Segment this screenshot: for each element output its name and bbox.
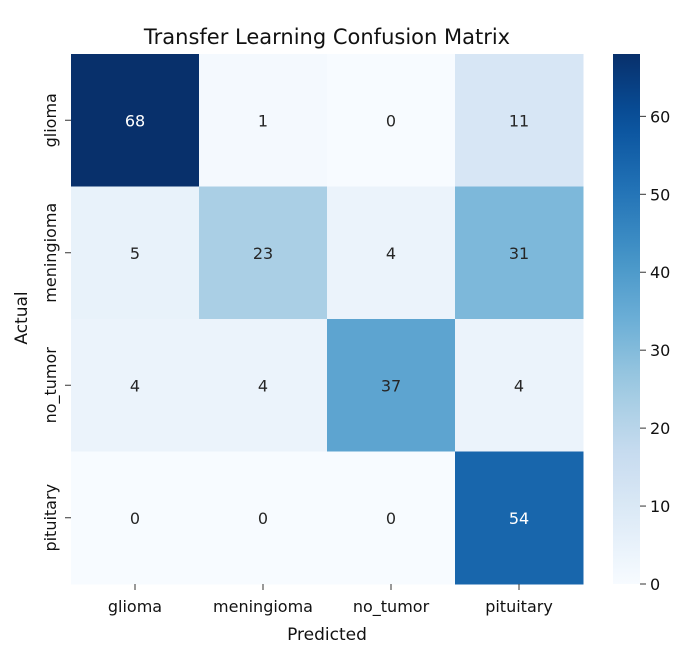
y-tick-label: pituitary [41, 484, 60, 552]
x-tick-label: pituitary [485, 597, 553, 616]
x-axis: glioma meningioma no_tumor pituitary [108, 584, 553, 617]
heatmap-cells [71, 54, 584, 585]
cell-value-label: 5 [130, 244, 140, 263]
heatmap-cell-3-0 [71, 451, 200, 585]
heatmap-cell-0-0 [71, 54, 200, 187]
x-axis-label: Predicted [287, 625, 367, 645]
heatmap-cell-2-0 [71, 319, 200, 452]
cell-value-label: 37 [381, 376, 401, 395]
heatmap-cell-1-3 [455, 186, 584, 320]
heatmap-cell-2-1 [199, 319, 328, 452]
colorbar-ticks: 0 10 20 30 40 50 60 [640, 107, 670, 594]
cell-value-label: 4 [386, 244, 396, 263]
cell-value-label: 0 [130, 509, 140, 528]
cell-value-label: 0 [386, 111, 396, 130]
colorbar-tick-label: 40 [650, 263, 670, 282]
cell-value-label: 4 [514, 376, 524, 395]
y-axis: glioma meningioma no_tumor pituitary [41, 93, 71, 552]
colorbar-tick-label: 10 [650, 497, 670, 516]
heatmap-cell-1-1 [199, 186, 328, 320]
colorbar-tick-label: 0 [650, 575, 660, 594]
chart-title: Transfer Learning Confusion Matrix [143, 25, 510, 49]
cell-value-label: 11 [509, 111, 529, 130]
x-tick-label: meningioma [213, 597, 313, 616]
heatmap-cell-0-3 [455, 54, 584, 187]
colorbar [613, 54, 640, 584]
heatmap-cell-1-0 [71, 186, 200, 320]
x-tick-label: glioma [108, 597, 162, 616]
colorbar-tick-label: 60 [650, 107, 670, 126]
cell-value-label: 54 [509, 509, 529, 528]
cell-value-label: 1 [258, 111, 268, 130]
x-tick-label: no_tumor [353, 597, 430, 617]
cell-value-label: 23 [253, 244, 273, 263]
colorbar-tick-label: 30 [650, 341, 670, 360]
heatmap-cell-3-3 [455, 451, 584, 585]
heatmap-cell-0-2 [327, 54, 456, 187]
heatmap-cell-0-1 [199, 54, 328, 187]
cell-value-label: 0 [386, 509, 396, 528]
y-tick-label: meningioma [41, 203, 60, 303]
cell-value-label: 4 [130, 376, 140, 395]
y-tick-label: no_tumor [41, 347, 61, 424]
colorbar-tick-label: 50 [650, 185, 670, 204]
y-tick-label: glioma [41, 93, 60, 147]
heatmap-cell-2-3 [455, 319, 584, 452]
cell-value-label: 68 [125, 111, 145, 130]
cell-value-label: 0 [258, 509, 268, 528]
y-axis-label: Actual [12, 291, 32, 344]
cell-value-label: 4 [258, 376, 268, 395]
heatmap-cell-3-1 [199, 451, 328, 585]
heatmap-cell-labels: 68 1 0 11 5 23 4 31 4 4 37 4 0 0 0 54 [125, 111, 529, 528]
heatmap-cell-1-2 [327, 186, 456, 320]
colorbar-tick-label: 20 [650, 419, 670, 438]
heatmap-cell-2-2 [327, 319, 456, 452]
heatmap-cell-3-2 [327, 451, 456, 585]
cell-value-label: 31 [509, 244, 529, 263]
